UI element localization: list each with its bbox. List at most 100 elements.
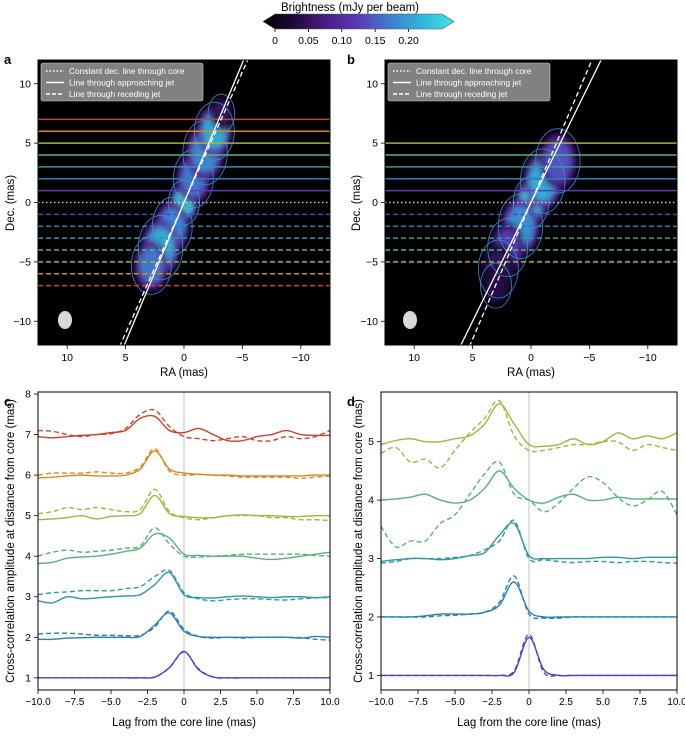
cc-series-line (381, 460, 677, 549)
y-tick-label: 0 (372, 197, 378, 209)
y-tick-label: 5 (372, 138, 378, 150)
panel-b-lines (385, 60, 677, 345)
cc-series-line (38, 651, 330, 679)
x-tick-label: 5.0 (596, 697, 610, 708)
x-tick-label: 0 (526, 697, 532, 708)
y-tick-label: 10 (19, 78, 31, 90)
jet-contour (168, 179, 200, 226)
x-tick-label: −10.0 (368, 697, 394, 708)
y-tick-label: 3 (368, 553, 374, 565)
legend-label: Line through receding jet (69, 89, 161, 99)
colorbar-tick-label: 0 (272, 35, 278, 47)
legend-box (387, 62, 551, 102)
cc-series-line (381, 581, 677, 619)
x-tick-label: 0 (181, 352, 187, 364)
panel-b-legend: Constant dec. line through core Line thro… (387, 62, 551, 102)
cc-series-line (38, 610, 330, 641)
cc-series-line (38, 488, 330, 522)
panel-d-plot (381, 392, 677, 690)
jet-contour (535, 128, 581, 194)
x-tick-label: −10.0 (25, 697, 51, 708)
colorbar-tick-label: 0.05 (298, 35, 319, 47)
x-tick-label: −7.5 (65, 697, 85, 708)
panel-c-ylabel: Cross-correlation amplitude at distance … (5, 399, 17, 683)
legend-label: Constant dec. line through core (416, 66, 532, 76)
panel-d-xlabel: Lag from the core line (mas) (457, 717, 601, 729)
y-tick-label: 5 (25, 138, 31, 150)
colorbar-bar (262, 13, 455, 30)
jet-contour (207, 93, 236, 134)
x-tick-label: −10 (292, 352, 310, 364)
x-tick-label: 0 (528, 352, 534, 364)
jet-contour (487, 218, 529, 278)
y-tick-label: 3 (25, 591, 31, 603)
jet-contour (137, 214, 184, 281)
approaching-jet-line (123, 60, 245, 345)
panel-a: a Constant dec. line through core Line th… (4, 52, 331, 379)
cc-series-line (38, 571, 330, 604)
cc-series-line (38, 569, 330, 602)
y-tick-label: 5 (368, 436, 374, 448)
receding-jet-line (119, 60, 249, 345)
x-tick-label: 5 (123, 352, 129, 364)
panel-c: c −10.0 −7.5 −5.0 −2.5 0 2.5 5.0 7.5 10.0 1 2 3 4 5 6 7… (4, 389, 340, 729)
panel-b-ylabel: Dec. (mas) (351, 175, 363, 231)
x-tick-label: −2.5 (138, 697, 158, 708)
x-tick-label: −5 (583, 352, 595, 364)
colorbar-tick-label: 0.20 (398, 35, 419, 47)
cc-series-line (38, 494, 330, 521)
x-tick-label: 10 (61, 352, 73, 364)
panel-a-lines (38, 60, 330, 345)
jet-contour (479, 262, 512, 309)
panel-b-beam (403, 311, 417, 329)
colorbar: Brightness (mJy per beam) 0 0.05 0.10 0.15 0… (262, 2, 455, 47)
panel-c-plot (38, 392, 330, 690)
cc-series-line (381, 575, 677, 620)
y-tick-label: 5 (25, 510, 31, 522)
jet-emission-knot (139, 247, 164, 284)
colorbar-ticks: 0 0.05 0.10 0.15 0.20 (272, 29, 419, 47)
x-tick-label: 2.5 (559, 697, 573, 708)
cc-series-line (381, 519, 677, 564)
legend-label: Line through approaching jet (69, 78, 175, 88)
receding-jet-line (469, 60, 593, 345)
x-tick-label: 7.5 (287, 697, 301, 708)
cc-series-line (381, 399, 677, 469)
colorbar-title: Brightness (mJy per beam) (281, 2, 419, 14)
panel-label-b: b (347, 52, 355, 67)
x-tick-label: 10.0 (320, 697, 340, 708)
cc-series-line (38, 527, 330, 559)
panel-b-axes: 10 5 0 −5 −10 10 5 0 −5 −10 (360, 78, 657, 364)
panel-a-legend: Constant dec. line through core Line thro… (40, 62, 204, 102)
x-tick-label: 10.0 (667, 697, 685, 708)
y-tick-label: 2 (25, 632, 31, 644)
y-tick-label: 1 (25, 672, 31, 684)
x-tick-label: −2.5 (482, 697, 502, 708)
panel-a-ylabel: Dec. (mas) (5, 175, 17, 231)
panel-b: b Constant dec. line through core Line th… (347, 52, 678, 379)
cc-series-line (38, 448, 330, 480)
x-tick-label: −5.0 (445, 697, 465, 708)
cc-series-line (38, 408, 330, 442)
panel-c-axes: −10.0 −7.5 −5.0 −2.5 0 2.5 5.0 7.5 10.0 1 2 3 4 5 6 7 8 (25, 389, 340, 708)
x-tick-label: 2.5 (214, 697, 228, 708)
y-tick-label: −5 (366, 256, 378, 268)
x-tick-label: 0 (181, 697, 187, 708)
y-tick-label: −10 (13, 316, 31, 328)
y-tick-label: 4 (25, 551, 31, 563)
panel-label-a: a (4, 52, 12, 67)
cc-series-line (38, 450, 330, 479)
x-tick-label: −5 (236, 352, 248, 364)
panel-a-beam (58, 311, 72, 329)
cc-series-line (381, 402, 677, 448)
panel-c-xlabel: Lag from the core line (mas) (112, 717, 256, 729)
y-tick-label: −5 (19, 256, 31, 268)
y-tick-label: −10 (360, 316, 378, 328)
panel-label-d: d (347, 394, 355, 409)
cc-series-line (38, 414, 330, 442)
jet-contour (520, 148, 566, 214)
legend-label: Constant dec. line through core (69, 66, 185, 76)
cc-series-line (381, 633, 677, 678)
x-tick-label: 10 (408, 352, 420, 364)
